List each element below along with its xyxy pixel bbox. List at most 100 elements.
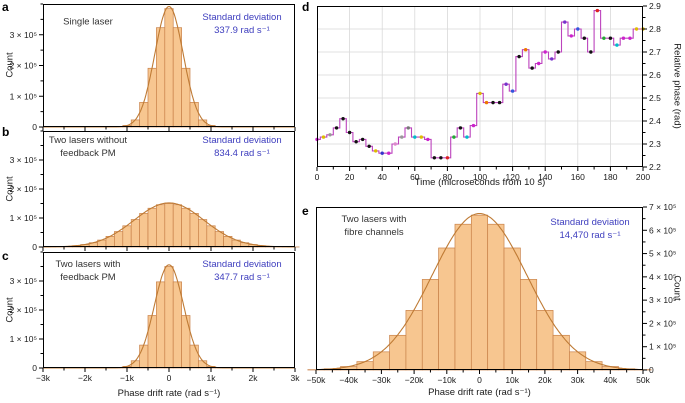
panel-b-ylabel: Count <box>4 176 16 202</box>
svg-text:3 × 10⁵: 3 × 10⁵ <box>649 295 676 305</box>
svg-text:2.8: 2.8 <box>649 24 661 34</box>
panel-d-letter: d <box>302 0 310 14</box>
svg-text:1 × 10⁵: 1 × 10⁵ <box>10 213 37 223</box>
svg-text:0: 0 <box>477 375 482 385</box>
axis-tick-labels: 0 1 × 10⁵ 2 × 10⁵ 3 × 10⁵ <box>10 30 38 132</box>
panel-a-ylabel: Count <box>4 52 16 78</box>
svg-text:2k: 2k <box>249 373 259 383</box>
svg-text:60: 60 <box>410 172 420 182</box>
panel-b-annotation: Two lasers without feedback PM <box>48 135 128 159</box>
svg-text:−10k: −10k <box>437 375 456 385</box>
svg-text:120: 120 <box>506 172 520 182</box>
svg-text:2 × 10⁵: 2 × 10⁵ <box>10 61 37 71</box>
panel-c-letter: c <box>2 249 9 263</box>
panel-b-letter: b <box>2 125 10 139</box>
panel-d-xlabel: Time (microseconds from 10 s) <box>414 177 546 188</box>
gridlines <box>317 6 643 167</box>
panel-c-ylabel: Count <box>4 297 16 323</box>
panel-a-annotation: Single laser <box>63 16 113 28</box>
panel-a-stddev: Standard deviation 337.9 rad s⁻¹ <box>202 12 282 36</box>
plot-frame <box>43 4 295 127</box>
axis-tick-labels: −3k −2k −1k 0 1k 2k 3k 0 1 × 10⁵ 2 × 10⁵ 3 × 10⁵ <box>10 276 301 383</box>
panel-e-annotation: Two lasers with fibre channels <box>341 214 407 238</box>
svg-text:200: 200 <box>636 172 650 182</box>
svg-text:180: 180 <box>603 172 617 182</box>
svg-text:2.6: 2.6 <box>649 70 661 80</box>
axis-ticks <box>315 206 647 374</box>
svg-text:3 × 10⁵: 3 × 10⁵ <box>10 30 37 40</box>
svg-text:140: 140 <box>538 172 552 182</box>
plot-frame <box>43 131 295 247</box>
svg-text:0: 0 <box>32 363 37 373</box>
svg-text:0: 0 <box>32 122 37 132</box>
axis-ticks <box>316 5 647 171</box>
svg-text:3k: 3k <box>291 373 301 383</box>
axis-ticks <box>39 251 296 372</box>
panel-b-stddev: Standard deviation 834.4 rad s⁻¹ <box>202 135 282 159</box>
svg-text:1 × 10⁵: 1 × 10⁵ <box>649 342 676 352</box>
panel-d-ylabel: Relative phase (rad) <box>671 43 683 129</box>
svg-text:50k: 50k <box>636 375 650 385</box>
svg-text:0: 0 <box>32 242 37 252</box>
phase-data-points <box>315 8 645 160</box>
svg-text:0: 0 <box>649 365 654 375</box>
axis-ticks <box>39 130 296 251</box>
panel-c-chart: −3k −2k −1k 0 1k 2k 3k 0 1 × 10⁵ 2 × 10⁵ 3 × 10⁵ <box>10 251 300 383</box>
plot-frame <box>316 207 643 370</box>
panel-c-xlabel: Phase drift rate (rad s⁻¹) <box>117 388 221 399</box>
svg-text:1 × 10⁵: 1 × 10⁵ <box>10 91 37 101</box>
svg-text:2.2: 2.2 <box>649 162 661 172</box>
svg-text:30k: 30k <box>571 375 585 385</box>
panel-b-chart: 0 1 × 10⁵ 2 × 10⁵ 3 × 10⁵ <box>10 130 300 252</box>
svg-text:2.4: 2.4 <box>649 116 661 126</box>
panel-c-stddev: Standard deviation 347.7 rad s⁻¹ <box>202 259 282 283</box>
svg-text:1 × 10⁵: 1 × 10⁵ <box>10 334 37 344</box>
svg-text:2.3: 2.3 <box>649 139 661 149</box>
panel-e-ylabel: Count <box>671 275 683 301</box>
panel-e-xlabel: Phase drift rate (rad s⁻¹) <box>428 387 531 398</box>
panel-e-letter: e <box>302 204 309 218</box>
svg-text:0: 0 <box>167 373 172 383</box>
svg-text:−2k: −2k <box>78 373 93 383</box>
panel-a-chart: 0 1 × 10⁵ 2 × 10⁵ 3 × 10⁵ <box>10 3 296 132</box>
svg-text:100: 100 <box>473 172 487 182</box>
gaussian-fit-curve <box>316 212 643 371</box>
svg-text:0: 0 <box>315 172 320 182</box>
svg-text:40k: 40k <box>603 375 617 385</box>
svg-text:−3k: −3k <box>36 373 51 383</box>
svg-text:80: 80 <box>443 172 453 182</box>
svg-text:−1k: −1k <box>120 373 135 383</box>
svg-text:40: 40 <box>377 172 387 182</box>
gaussian-fit-curve <box>43 202 295 248</box>
axis-tick-labels: 0 1 × 10⁵ 2 × 10⁵ 3 × 10⁵ <box>10 155 38 252</box>
svg-text:1k: 1k <box>207 373 217 383</box>
svg-text:4 × 10⁵: 4 × 10⁵ <box>649 272 676 282</box>
panel-c-annotation: Two lasers with feedback PM <box>55 259 121 283</box>
svg-text:10k: 10k <box>505 375 519 385</box>
svg-text:6 × 10⁵: 6 × 10⁵ <box>649 225 676 235</box>
svg-text:3 × 10⁵: 3 × 10⁵ <box>10 155 37 165</box>
svg-text:−20k: −20k <box>405 375 424 385</box>
plot-frame <box>43 252 295 368</box>
svg-text:5 × 10⁵: 5 × 10⁵ <box>649 249 676 259</box>
svg-text:−30k: −30k <box>372 375 391 385</box>
histogram-bars <box>114 8 224 128</box>
svg-text:2.9: 2.9 <box>649 1 661 11</box>
svg-text:2 × 10⁵: 2 × 10⁵ <box>649 318 676 328</box>
svg-text:2.7: 2.7 <box>649 47 661 57</box>
panel-e-stddev: Standard deviation 14,470 rad s⁻¹ <box>550 217 630 241</box>
svg-text:2 × 10⁵: 2 × 10⁵ <box>10 305 37 315</box>
svg-text:2 × 10⁵: 2 × 10⁵ <box>10 184 37 194</box>
histogram-bars <box>38 203 300 248</box>
svg-text:−40k: −40k <box>339 375 358 385</box>
svg-text:7 × 10⁵: 7 × 10⁵ <box>649 202 676 212</box>
svg-text:160: 160 <box>571 172 585 182</box>
axis-ticks <box>39 3 296 131</box>
svg-text:−50k: −50k <box>307 375 326 385</box>
plot-frame <box>317 6 643 167</box>
